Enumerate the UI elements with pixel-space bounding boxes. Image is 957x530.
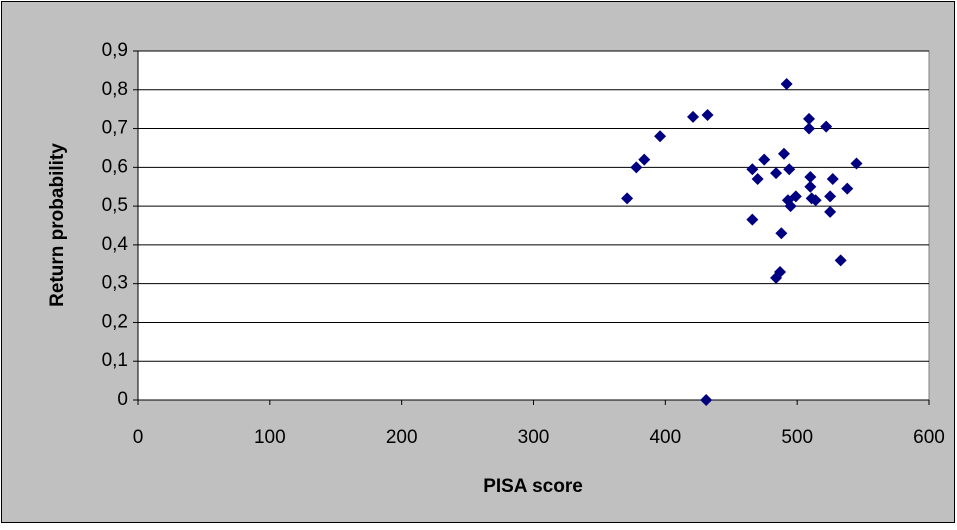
x-tick-label: 500 (781, 427, 813, 448)
x-tick-label: 100 (254, 427, 286, 448)
point (804, 171, 817, 184)
point (784, 200, 797, 213)
point (826, 172, 839, 185)
x-tick-label: 400 (649, 427, 681, 448)
point (841, 182, 854, 195)
point (789, 190, 802, 203)
y-tick-label: 0,2 (102, 311, 128, 332)
y-tick-label: 0,6 (102, 156, 128, 177)
point (630, 161, 643, 174)
point (746, 163, 759, 176)
point (850, 157, 863, 170)
point (834, 254, 847, 267)
point (758, 153, 771, 166)
point (621, 192, 634, 205)
point (777, 147, 790, 160)
point (820, 120, 833, 133)
x-tick-label: 0 (133, 427, 144, 448)
x-tick-label: 300 (518, 427, 550, 448)
plot-area (137, 50, 930, 401)
point (687, 110, 700, 123)
point (824, 190, 837, 203)
point (746, 213, 759, 226)
y-tick-label: 0,3 (102, 273, 128, 294)
point (780, 77, 793, 90)
point (803, 122, 816, 135)
y-tick-label: 0,9 (102, 40, 128, 61)
x-axis-title: PISA score (483, 476, 583, 497)
point (654, 130, 667, 143)
point (803, 112, 816, 125)
point (804, 180, 817, 193)
point (770, 167, 783, 180)
x-tick-label: 200 (386, 427, 418, 448)
point (783, 163, 796, 176)
y-tick-label: 0,8 (102, 79, 128, 100)
point (700, 394, 713, 406)
point (775, 227, 788, 240)
y-tick-label: 0,5 (102, 195, 128, 216)
point (701, 108, 714, 121)
y-axis-title: Return probability (47, 143, 68, 307)
point (751, 172, 764, 185)
x-tick-label: 600 (913, 427, 945, 448)
y-tick-label: 0,7 (102, 118, 128, 139)
point (770, 271, 783, 284)
point (638, 153, 651, 166)
y-tick-label: 0,1 (102, 350, 128, 371)
point (809, 194, 822, 207)
point (824, 205, 837, 218)
y-tick-label: 0 (117, 389, 128, 410)
y-tick-label: 0,4 (102, 234, 129, 255)
